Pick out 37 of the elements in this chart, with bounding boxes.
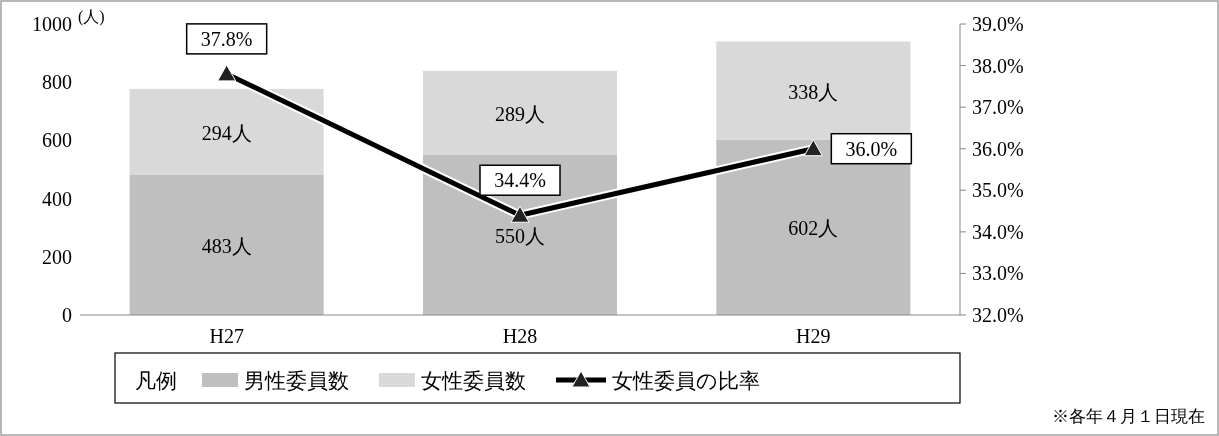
data-label: 34.4%	[494, 169, 546, 192]
legend-label: 男性委員数	[244, 369, 349, 393]
x-tick-label: H28	[502, 325, 538, 347]
y2-tick-label: 38.0%	[972, 54, 1024, 77]
y2-tick-label: 36.0%	[972, 137, 1024, 160]
y-tick-label: 600	[42, 129, 72, 152]
y-tick-label: 400	[42, 187, 72, 210]
point	[217, 64, 237, 82]
data-label: 338人	[788, 80, 839, 103]
y-tick-label: 800	[42, 71, 72, 94]
y-tick-label: 0	[62, 304, 72, 326]
x-tick-label: H29	[796, 325, 831, 347]
y2-tick-label: 32.0%	[972, 304, 1024, 326]
data-label: 36.0%	[845, 137, 898, 160]
legend-label: 女性委員数	[421, 369, 526, 393]
y-tick-label: 1000	[32, 13, 72, 35]
data-label: 289人	[495, 102, 545, 125]
y2-tick-label: 34.0%	[972, 220, 1024, 243]
point	[510, 205, 530, 223]
data-label: 294人	[201, 121, 252, 144]
y-tick-label: 200	[42, 245, 72, 268]
text: ※各年４月１日現在	[1052, 407, 1205, 426]
point	[803, 139, 823, 157]
legend-label: 女性委員の比率	[612, 369, 760, 393]
y2-tick-label: 39.0%	[972, 13, 1024, 35]
y2-tick-label: 35.0%	[972, 179, 1024, 202]
legend-title: 凡例	[135, 369, 177, 393]
y2-tick-label: 37.0%	[972, 96, 1024, 119]
bar	[716, 139, 911, 315]
y-axis-title: (人)	[78, 8, 105, 26]
data-label: 550人	[495, 224, 545, 247]
data-label: 37.8%	[200, 27, 253, 50]
data-label: 483人	[201, 234, 252, 257]
data-label: 602人	[788, 217, 839, 240]
y2-tick-label: 33.0%	[972, 262, 1024, 285]
x-tick-label: H27	[209, 325, 244, 347]
bar	[129, 174, 324, 315]
